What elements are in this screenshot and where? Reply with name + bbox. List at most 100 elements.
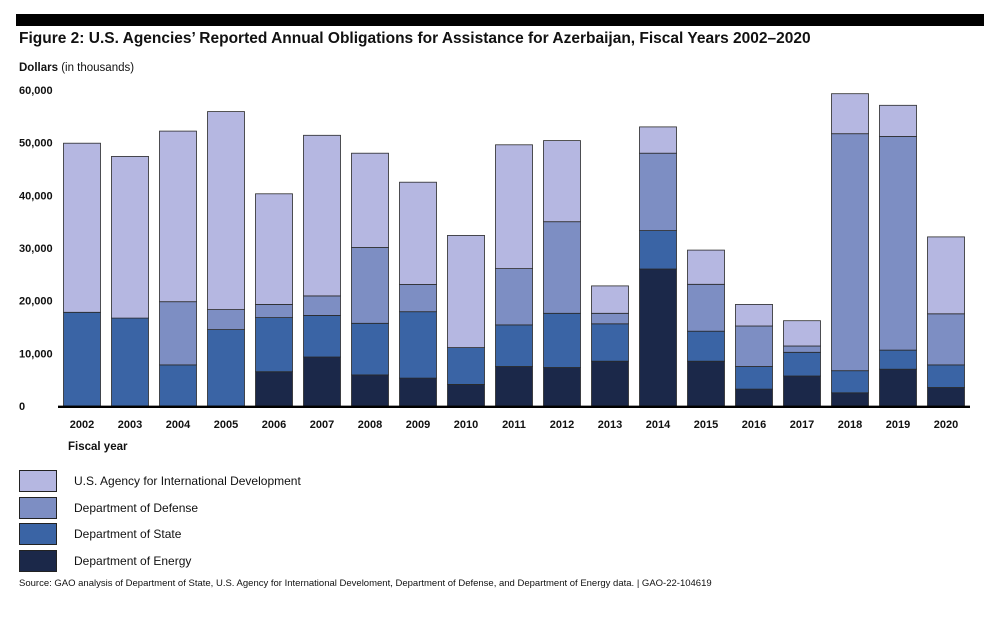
y-tick-label: 40,000 [19, 190, 53, 202]
legend-swatch-defense [19, 496, 57, 519]
bar-segment [399, 181, 437, 285]
bar-segment [351, 374, 389, 407]
legend-swatch-usaid [19, 470, 57, 493]
x-tick-label: 2011 [502, 419, 526, 431]
bar-segment [159, 130, 197, 303]
y-tick-label: 50,000 [19, 138, 53, 150]
bar-segment [447, 347, 485, 385]
x-tick-label: 2007 [310, 419, 334, 431]
bar-segment [543, 312, 581, 368]
x-tick-label: 2020 [934, 419, 958, 431]
x-tick-label: 2010 [454, 419, 478, 431]
bar-segment [399, 377, 437, 407]
legend-label-state: Department of State [74, 527, 182, 542]
bar-segment [447, 383, 485, 407]
x-tick-label: 2015 [694, 419, 718, 431]
bar-segment [495, 144, 533, 270]
bar-segment [831, 392, 869, 407]
bar-segment [207, 329, 245, 407]
bar-segment [927, 236, 965, 315]
bar-segment [351, 322, 389, 376]
bar-segment [879, 349, 917, 370]
bar-segment [255, 371, 293, 407]
legend-label-usaid: U.S. Agency for International Developmen… [74, 474, 301, 489]
x-tick-label: 2009 [406, 419, 430, 431]
bar-segment [687, 330, 725, 362]
bar-segment [639, 126, 677, 154]
bar-segment [591, 285, 629, 314]
bar-segment [207, 111, 245, 310]
bar-segment [399, 311, 437, 379]
bar-segment [159, 364, 197, 407]
bar-segment [831, 93, 869, 135]
bar-segment [255, 303, 293, 318]
legend-item-defense: Department of Defense [19, 495, 301, 522]
bar-segment [207, 309, 245, 331]
y-tick-label: 60,000 [19, 85, 53, 97]
x-axis-label: Fiscal year [68, 441, 128, 453]
bar-segment [63, 311, 101, 407]
legend-label-defense: Department of Defense [74, 500, 199, 515]
bar-segment [351, 247, 389, 324]
bar-segment [735, 325, 773, 367]
x-tick-label: 2019 [886, 419, 910, 431]
bar-segment [687, 360, 725, 407]
bar-segment [927, 313, 965, 366]
bar-segment [831, 370, 869, 394]
bar-segment [255, 317, 293, 373]
bar-segment [639, 268, 677, 407]
y-tick-label: 20,000 [19, 296, 53, 308]
bar-segment [735, 366, 773, 390]
bar-segment [255, 193, 293, 305]
bar-segment [879, 368, 917, 407]
bar-segment [927, 387, 965, 407]
bar-segment [543, 221, 581, 314]
bar-segment [543, 140, 581, 223]
bar-segment [927, 364, 965, 388]
y-tick-label: 0 [19, 401, 25, 413]
bar-segment [879, 135, 917, 351]
y-tick-label: 30,000 [19, 243, 53, 255]
x-tick-label: 2003 [118, 419, 142, 431]
bar-segment [303, 134, 341, 297]
y-axis-unit-bold: Dollars [19, 62, 58, 74]
x-tick-label: 2013 [598, 419, 622, 431]
bar-segment [831, 133, 869, 372]
legend-swatch-energy [19, 549, 57, 572]
x-tick-label: 2017 [790, 419, 814, 431]
bar-segment [783, 351, 821, 377]
bar-segment [303, 314, 341, 358]
bar-segment [495, 324, 533, 367]
bar-segment [591, 360, 629, 407]
bar-segment [783, 320, 821, 347]
bar-segment [783, 345, 821, 353]
x-tick-label: 2008 [358, 419, 382, 431]
header-rule [16, 14, 984, 26]
bar-segment [687, 249, 725, 285]
bar-segment [879, 104, 917, 137]
bar-segment [63, 142, 101, 313]
bar-segment [639, 152, 677, 231]
x-tick-label: 2002 [70, 419, 94, 431]
bar-segment [159, 301, 197, 366]
y-axis-unit-rest: (in thousands) [58, 62, 135, 74]
x-tick-label: 2004 [166, 419, 191, 431]
bar-segment [783, 375, 821, 407]
bar-segment [111, 155, 149, 319]
y-axis-unit-label: Dollars (in thousands) [19, 62, 134, 74]
x-tick-label: 2006 [262, 419, 286, 431]
legend-swatch-state [19, 523, 57, 546]
x-tick-label: 2012 [550, 419, 574, 431]
bar-segment [303, 356, 341, 407]
bar-segment [303, 295, 341, 316]
bar-segment [591, 312, 629, 325]
figure-title: Figure 2: U.S. Agencies’ Reported Annual… [19, 30, 811, 47]
bar-segment [495, 366, 533, 407]
bar-segment [399, 283, 437, 313]
bar-segment [351, 152, 389, 248]
bar-segment [735, 303, 773, 327]
bar-segment [111, 317, 149, 407]
bar-segment [735, 388, 773, 407]
x-tick-label: 2005 [214, 419, 238, 431]
